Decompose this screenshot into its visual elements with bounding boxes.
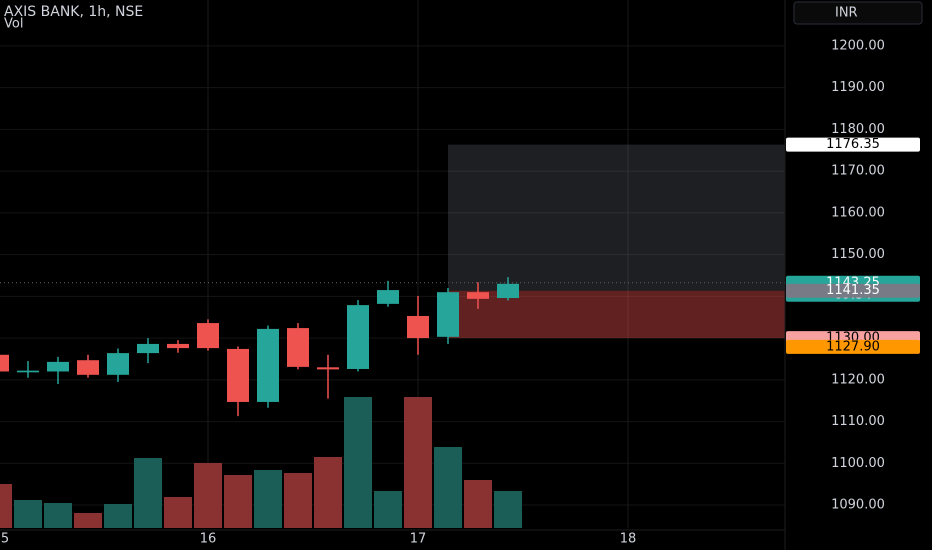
x-tick-label: 16 [200,532,217,547]
y-tick-label: 1110.00 [831,414,885,429]
volume-bar [284,473,312,528]
volume-label: Vol [4,17,23,32]
price-label: 1176.35 [826,137,880,152]
y-tick-label: 1100.00 [831,456,885,471]
candle-body [197,323,219,349]
volume-bar [44,503,72,528]
candle-body [227,348,249,402]
volume-bar [104,504,132,528]
volume-bar [134,458,162,528]
candle-body [167,343,189,349]
currency[interactable]: INR [835,6,858,21]
volume-bar [254,470,282,528]
volume-bar [14,500,42,528]
price-label: 1127.90 [826,339,880,354]
y-tick-label: 1150.00 [831,247,885,262]
price-label: 1141.35 [826,283,880,298]
loss-zone [448,290,785,339]
candle-body [17,370,39,373]
candle-body [347,305,369,369]
x-tick-label: 5 [1,532,9,547]
volume-bar [224,475,252,528]
x-tick-label: 17 [410,532,427,547]
volume-bar [164,497,192,528]
candle-body [497,283,519,299]
x-tick-label: 18 [620,532,637,547]
volume-bar [404,397,432,528]
candle-body [467,292,489,299]
y-tick-label: 1120.00 [831,372,885,387]
candle-body [287,328,309,367]
candle-body [317,367,339,370]
price-label-box [786,283,920,298]
profit-zone [448,144,785,291]
candle-body [0,354,9,372]
price-label-box [786,137,920,152]
volume-bar [314,457,342,528]
volume-bar [464,480,492,528]
candle-body [47,361,69,372]
candle-body [407,315,429,339]
volume-bar [494,491,522,528]
volume-bar [434,447,462,528]
candle-body [437,292,459,337]
candle-body [107,353,129,375]
chart-title: AXIS BANK, 1h, NSE [4,4,143,20]
volume-bar [374,491,402,528]
volume-bar [0,484,12,528]
candle-body [77,360,99,375]
y-tick-label: 1170.00 [831,164,885,179]
y-tick-label: 1200.00 [831,38,885,53]
volume-bar [194,463,222,528]
y-tick-label: 1180.00 [831,122,885,137]
candle-body [137,343,159,354]
volume-bar [344,397,372,528]
y-tick-label: 1190.00 [831,80,885,95]
candle-body [377,290,399,304]
y-tick-label: 1160.00 [831,205,885,220]
candle-body [257,328,279,402]
currency-box[interactable] [793,1,923,25]
y-tick-label: 1090.00 [831,498,885,513]
volume-bar [74,513,102,528]
price-label-box [786,339,920,354]
